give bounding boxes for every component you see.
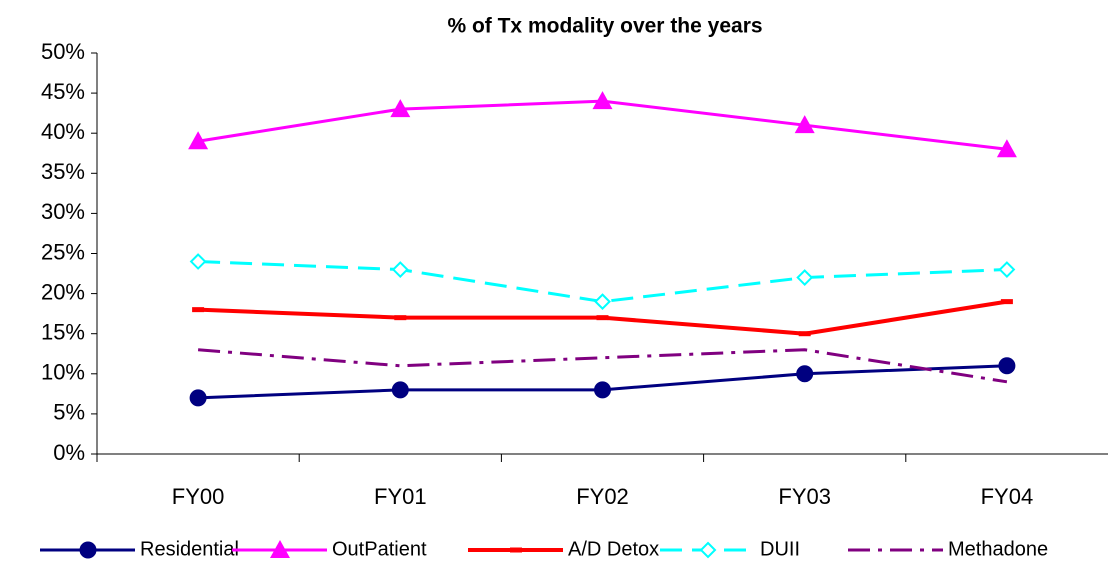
x-tick-label: FY04 [981, 484, 1034, 509]
marker [699, 541, 717, 559]
series [189, 253, 1016, 311]
legend-label: Methadone [948, 538, 1048, 560]
y-tick-label: 0% [53, 440, 85, 465]
marker [592, 91, 613, 110]
y-tick-label: 5% [53, 400, 85, 425]
y-tick-label: 35% [41, 159, 85, 184]
line [198, 260, 1007, 304]
marker [794, 115, 815, 134]
y-tick-label: 30% [41, 199, 85, 224]
line [197, 348, 1008, 384]
marker [270, 540, 290, 558]
x-tick-label: FY03 [778, 484, 831, 509]
series [188, 91, 1017, 158]
y-tick-label: 45% [41, 79, 85, 104]
series [192, 299, 1013, 337]
marker [391, 381, 409, 399]
marker [1000, 299, 1013, 305]
legend-item: Residential [40, 538, 239, 560]
marker [594, 293, 611, 311]
y-tick-label: 25% [41, 239, 85, 264]
legend-label: A/D Detox [568, 538, 659, 560]
x-tick-label: FY01 [374, 484, 427, 509]
chart-title: % of Tx modality over the years [447, 15, 762, 38]
marker [998, 261, 1016, 278]
legend-label: DUII [760, 538, 800, 560]
legend-item: DUII [660, 538, 800, 560]
marker [189, 253, 207, 270]
marker [796, 269, 814, 286]
marker [596, 315, 609, 321]
legend-item: Methadone [848, 538, 1048, 560]
marker [390, 99, 411, 118]
legend-item: OutPatient [232, 538, 427, 560]
marker [188, 131, 209, 150]
legend-label: Residential [140, 538, 239, 560]
y-tick-label: 50% [41, 39, 85, 64]
marker [510, 547, 522, 553]
marker [594, 381, 611, 399]
marker [796, 365, 814, 383]
marker [996, 139, 1017, 158]
marker [798, 331, 811, 337]
x-tick-label: FY00 [172, 484, 225, 509]
series [197, 348, 1008, 384]
marker [189, 389, 207, 407]
marker [998, 357, 1016, 375]
marker [391, 261, 409, 278]
legend-label: OutPatient [332, 538, 427, 560]
y-tick-label: 20% [41, 279, 85, 304]
legend-item: A/D Detox [468, 538, 659, 560]
marker [79, 541, 97, 559]
marker [394, 315, 407, 321]
y-tick-label: 40% [41, 119, 85, 144]
marker [192, 307, 205, 313]
y-tick-label: 10% [41, 360, 85, 385]
x-tick-label: FY02 [576, 484, 629, 509]
series [189, 357, 1016, 407]
y-tick-label: 15% [41, 320, 85, 345]
